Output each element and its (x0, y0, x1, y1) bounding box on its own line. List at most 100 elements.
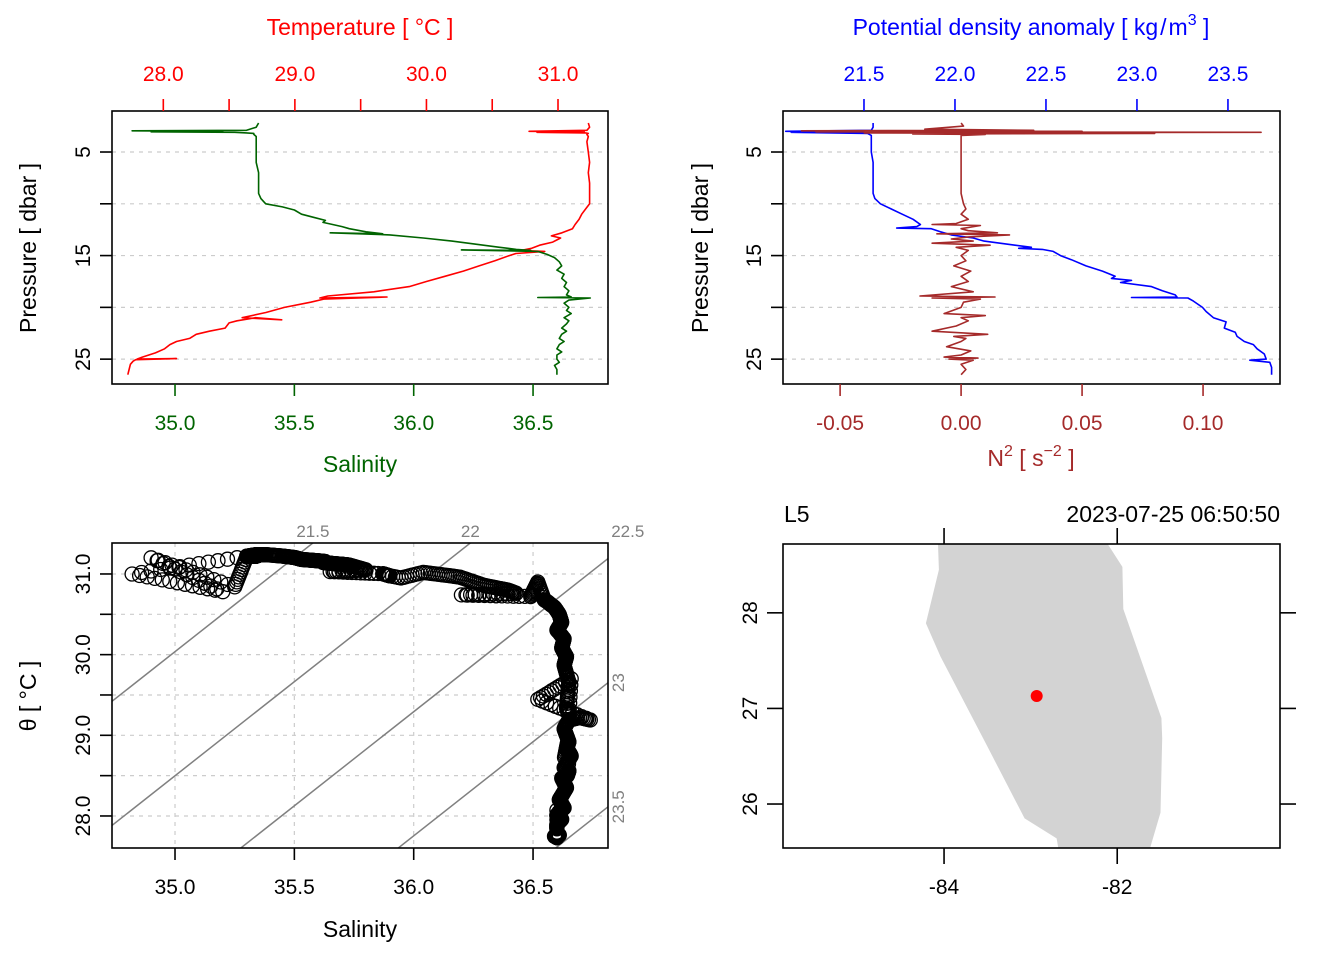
y-tick-label: 15 (72, 244, 95, 267)
x-tick-label: 21.5 (844, 63, 885, 86)
isopycnal-line (239, 557, 608, 848)
x-tick-label: 35.0 (155, 876, 196, 899)
x-tick-label: 35.0 (155, 412, 196, 435)
ts-points (124, 546, 598, 846)
ts-point (133, 564, 150, 581)
ts-point (164, 557, 180, 573)
axes: 5 15 25 21.5 22.0 22.5 23.0 23.5 -0.05 0.00 0.05 0.… (743, 63, 1248, 435)
y-tick-label: 5 (743, 146, 766, 158)
station (1030, 690, 1043, 702)
ts-point (326, 564, 343, 580)
grid (783, 151, 1280, 360)
ts-point (191, 555, 207, 572)
ts-point (219, 551, 236, 567)
isopycnal-label: 23 (609, 673, 628, 692)
ts-point (348, 564, 365, 581)
series-line-salinity (131, 122, 592, 375)
station-time: 2023-07-25 06:50:50 (1066, 501, 1280, 527)
isopycnal-label: 22 (461, 522, 480, 541)
x-tick-label: -0.05 (816, 412, 864, 435)
isopycnal-line (112, 543, 472, 827)
ts-point (488, 588, 504, 604)
y-tick-label: 5 (72, 146, 95, 158)
ts-point (178, 562, 194, 578)
ts-point (139, 569, 155, 585)
axes: 5 15 25 28.0 29.0 30.0 31.0 35.0 35.5 36.0 36.5 (72, 63, 578, 435)
x-tick-label: 35.5 (274, 876, 315, 899)
isopycnal-line (397, 681, 608, 848)
ts-point (482, 587, 498, 604)
x-tick-label: 36.5 (513, 412, 554, 435)
ts-point (131, 567, 148, 584)
y-tick-label: 26 (739, 792, 762, 815)
density-axis-title: Potential density anomaly [ kg/m3 ] (853, 12, 1210, 40)
x-tick-label: 0.05 (1062, 412, 1103, 435)
x-tick-label: 23.5 (1208, 63, 1249, 86)
ts-point (199, 569, 215, 585)
x-tick-label: 31.0 (538, 63, 579, 86)
ts-point (353, 565, 369, 581)
pressure-axis-title: Pressure [ dbar ] (15, 163, 41, 333)
x-tick-label: 0.00 (941, 412, 982, 435)
x-tick-label: 0.10 (1183, 412, 1224, 435)
ts-point (220, 576, 236, 593)
x-tick-label: 22.0 (935, 63, 976, 86)
isopycnal-line (112, 543, 315, 703)
salinity-axis-title: Salinity (323, 451, 398, 477)
ts-point (476, 587, 493, 604)
ts-point (331, 564, 347, 580)
ts-point (471, 587, 487, 604)
ts-point (200, 554, 217, 570)
ts-point (494, 588, 510, 604)
temperature-salinity-profile-panel: 5 15 25 28.0 29.0 30.0 31.0 35.0 35.5 36.0 36.5 Te… (15, 14, 609, 477)
x-tick-label: -82 (1102, 876, 1132, 899)
ts-point (206, 571, 222, 588)
ts-point (192, 567, 208, 583)
station-name: L5 (784, 501, 810, 527)
n2-axis-title: N2 [ s−2 ] (987, 443, 1074, 471)
ts-point (335, 564, 351, 580)
ts-point (340, 564, 356, 580)
ts-point (150, 552, 166, 568)
ts-point (465, 587, 481, 603)
ts-point (370, 565, 386, 582)
axes: 35.0 35.5 36.0 36.5 28.0 29.0 30.0 31.0 (72, 554, 553, 899)
ts-point (171, 559, 187, 576)
y-axis-title: θ [ °C ] (15, 661, 41, 732)
ts-point (154, 572, 170, 588)
ts-point (210, 553, 226, 569)
ts-point (357, 565, 373, 581)
ts-diagram-panel: 21.5 22 22.5 23 23.5 35.0 35.5 36.0 36.5 28.0 29.… (15, 522, 644, 942)
y-tick-label: 29.0 (72, 715, 95, 756)
isopycnal-labels: 21.5 22 22.5 23 23.5 (296, 522, 644, 823)
y-tick-label: 27 (739, 697, 762, 720)
y-tick-label: 28.0 (72, 796, 95, 837)
y-tick-label: 25 (743, 347, 766, 370)
series-line-potential-density-anomaly (784, 123, 1273, 375)
series-line-n2 (800, 122, 1262, 376)
land (925, 544, 1163, 848)
isopycnals (112, 543, 608, 848)
ts-point (213, 574, 229, 590)
ts-point (147, 570, 163, 587)
ts-point (124, 566, 140, 582)
pressure-axis-title: Pressure [ dbar ] (687, 163, 713, 333)
ts-point (549, 830, 565, 846)
grid (112, 543, 608, 848)
map-frame (782, 543, 1281, 849)
x-tick-label: 36.5 (513, 876, 554, 899)
x-tick-label: 29.0 (274, 63, 315, 86)
grid (112, 151, 608, 360)
y-tick-label: 30.0 (72, 634, 95, 675)
isopycnal-label: 23.5 (609, 790, 628, 823)
ts-point (344, 564, 360, 581)
plot-frame (782, 110, 1281, 385)
y-tick-label: 28 (739, 601, 762, 624)
land-polygon (925, 544, 1163, 848)
ts-point (459, 587, 475, 603)
x-tick-label: 28.0 (143, 63, 184, 86)
series-line-temperature (127, 122, 591, 375)
ts-point (549, 808, 565, 824)
y-tick-label: 15 (743, 244, 766, 267)
